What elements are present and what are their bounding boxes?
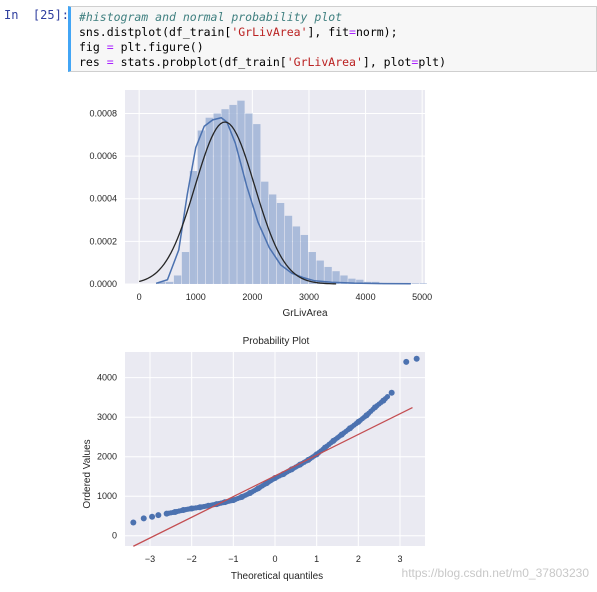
chart2-x-tick-label: 2 (356, 554, 361, 564)
chart1-hist-bar (197, 130, 206, 284)
chart2-data-point (384, 394, 391, 400)
chart2-x-tick-label: −3 (145, 554, 155, 564)
chart2-y-tick-label: 2000 (97, 452, 117, 462)
chart1-hist-bar (356, 279, 364, 284)
chart1-kde-line (155, 116, 411, 285)
code-token: 'GrLivArea' (231, 25, 308, 39)
code-token: norm); (355, 25, 398, 39)
chart1-x-tick-label: 0 (137, 292, 142, 302)
chart1-hist-bar (300, 234, 309, 284)
chart2-data-point (140, 515, 147, 522)
chart2-data-point (388, 389, 395, 396)
chart1-y-tick-label: 0.0004 (89, 194, 117, 204)
chart1-normal-fit-line (138, 121, 337, 285)
code-token: res (79, 55, 107, 69)
chart2-y-tick-label: 3000 (97, 412, 117, 422)
chart1-x-tick-label: 5000 (412, 292, 432, 302)
chart1-hist-bar (411, 283, 419, 284)
chart2-x-tick-label: −1 (228, 554, 238, 564)
code-line: res = stats.probplot(df_train['GrLivArea… (79, 55, 446, 70)
code-token: = (411, 55, 419, 69)
chart1-hist-bar (284, 215, 293, 284)
chart1-hist-bar (237, 100, 245, 285)
code-token: stats.probplot(df_train[ (113, 55, 287, 69)
chart2-x-tick-label: 3 (397, 554, 402, 564)
code-token: plt) (418, 55, 447, 69)
code-token: plt.figure() (113, 40, 204, 54)
chart1-y-tick-label: 0.0000 (89, 279, 117, 289)
code-token: ], plot (362, 55, 412, 69)
chart1-hist-bar (181, 252, 190, 284)
output-plots: 0 1000 2000 3000 4000 5000 0.0000 0.0002 0.0004 0… (82, 90, 432, 582)
chart2-x-axis-label: Theoretical quantiles (231, 571, 323, 582)
chart2-y-tick-label: 4000 (97, 373, 117, 383)
chart1-x-tick-label: 3000 (299, 292, 319, 302)
code-token: 'GrLivArea' (286, 55, 363, 69)
chart1-y-tick-label: 0.0006 (89, 151, 117, 161)
chart1-hist-bar (332, 271, 340, 284)
chart2-data-point (149, 513, 156, 520)
code-token: fig (79, 40, 107, 54)
chart2-data-point (155, 512, 162, 519)
chart2-x-tick-label: −2 (187, 554, 197, 564)
chart1-hist-bar (348, 278, 356, 284)
cell-prompt: In [25]: (4, 8, 70, 22)
chart1-hist-bar (292, 226, 301, 284)
code-token: ], fit (307, 25, 350, 39)
code-token: = (106, 40, 114, 54)
chart2-data-point (413, 355, 420, 362)
output-area: 0 1000 2000 3000 4000 5000 0.0000 0.0002 0.0004 0… (0, 78, 597, 588)
chart1-y-tick-label: 0.0008 (89, 108, 117, 118)
chart1-hist-bar (205, 117, 213, 284)
chart1-hist-bar (245, 113, 253, 284)
chart1-hist-bar (261, 181, 269, 284)
code-line: #histogram and normal probability plot (79, 10, 342, 25)
chart1-hist-bar (173, 275, 182, 284)
code-token: sns.distplot(df_train[ (79, 25, 232, 39)
chart2-y-tick-label: 0 (112, 531, 117, 541)
chart2-fit-line (133, 406, 413, 547)
chart1-x-axis-label: GrLivArea (282, 308, 327, 319)
chart1-hist-bar (229, 104, 237, 284)
chart1-hist-bar (221, 109, 229, 284)
code-line: fig = plt.figure() (79, 40, 204, 55)
chart1-hist-bar (165, 281, 174, 284)
chart2-y-axis-label: Ordered Values (82, 439, 93, 508)
chart1-hist-bar (340, 275, 348, 284)
chart2-data-point (403, 358, 410, 365)
chart1-x-tick-label: 1000 (186, 292, 206, 302)
code-cell[interactable]: In [25]: #histogram and normal probabili… (0, 0, 597, 78)
chart2-x-tick-label: 1 (314, 554, 319, 564)
code-line: sns.distplot(df_train['GrLivArea'], fit=… (79, 25, 398, 40)
chart1-hist-bar (324, 266, 332, 284)
chart2-data-point (130, 519, 137, 526)
chart2-x-tick-label: 0 (272, 554, 277, 564)
chart1-y-tick-label: 0.0002 (89, 236, 117, 246)
chart1-x-tick-label: 4000 (356, 292, 376, 302)
chart1-hist-bar (316, 260, 324, 284)
code-token: = (349, 25, 356, 39)
chart1-hist-bar (253, 124, 261, 284)
chart1-hist-bar (419, 283, 427, 284)
chart1-hist-bar (276, 202, 285, 284)
watermark-text: https://blog.csdn.net/m0_37803230 (401, 566, 589, 580)
chart1-hist-bar (308, 252, 316, 284)
code-token: #histogram and normal probability plot (79, 10, 343, 24)
code-editor[interactable]: #histogram and normal probability plot sn… (68, 6, 597, 72)
chart2-y-tick-label: 1000 (97, 491, 117, 501)
chart1-x-tick-label: 2000 (242, 292, 262, 302)
chart1-hist-bar (189, 171, 198, 284)
chart1-hist-bar (158, 281, 166, 284)
chart1-hist-bar (213, 113, 221, 284)
code-token: = (106, 55, 114, 69)
chart2-title: Probability Plot (243, 336, 310, 347)
